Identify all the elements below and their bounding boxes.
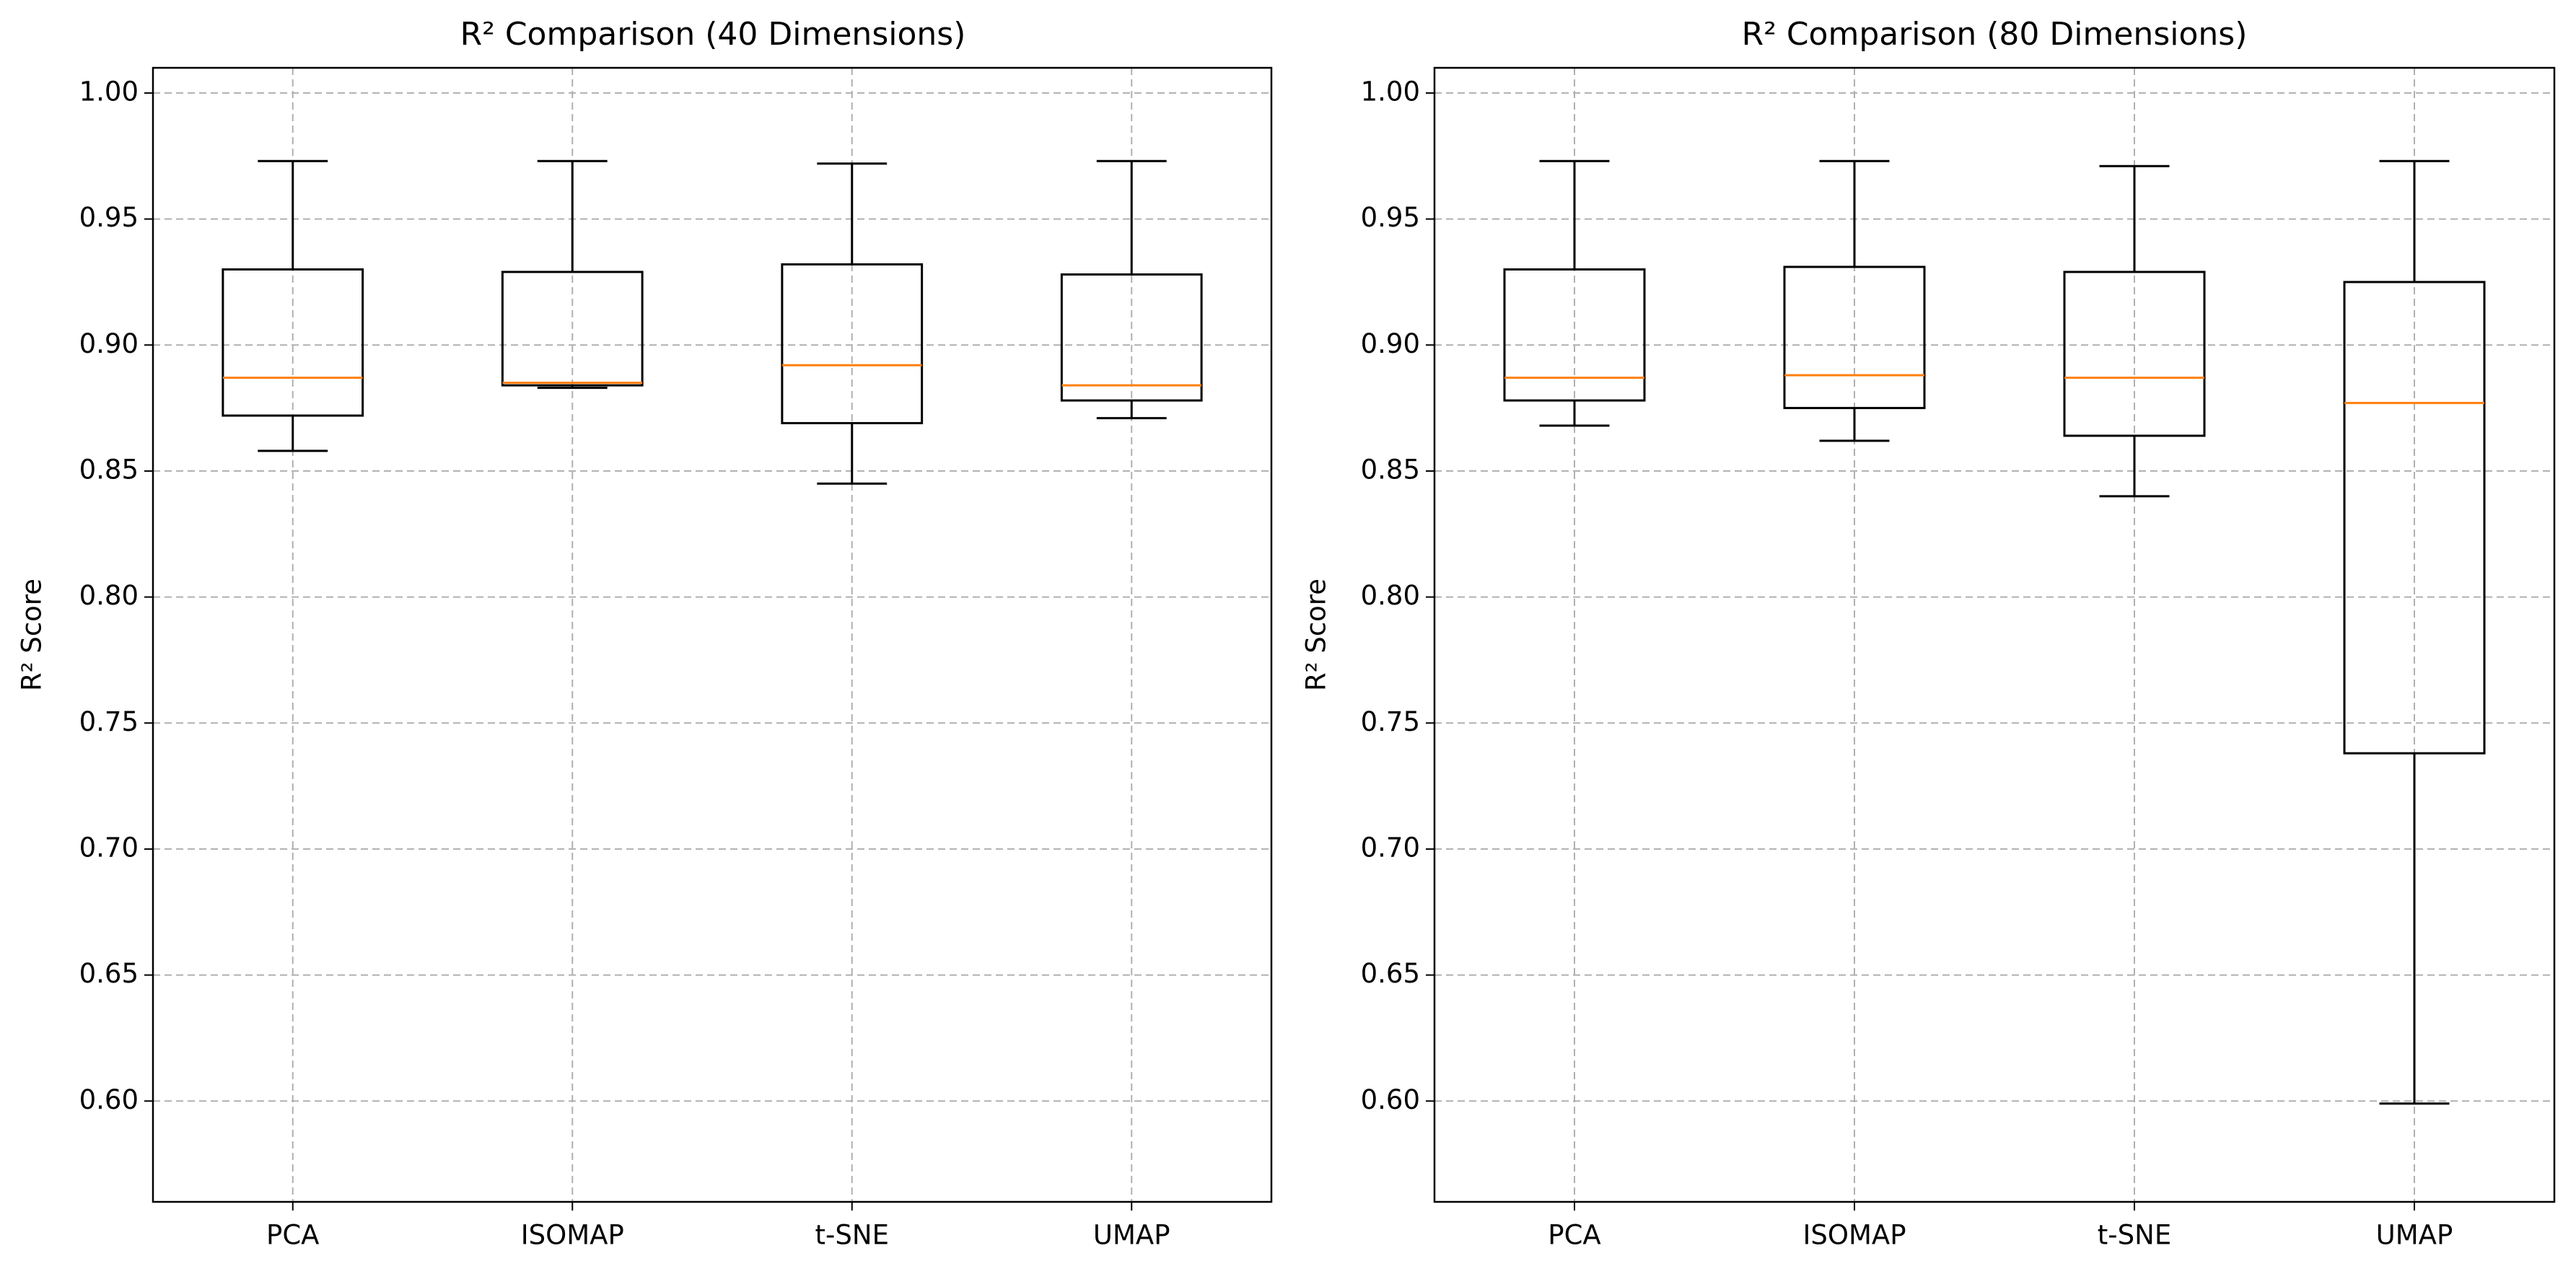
- y-tick-label: 0.80: [1361, 580, 1420, 611]
- x-tick-label: t-SNE: [815, 1220, 889, 1251]
- y-tick-label: 0.95: [79, 202, 139, 233]
- chart-title-right: R² Comparison (80 Dimensions): [1742, 16, 2248, 53]
- plot-frame: [152, 66, 1273, 1203]
- y-axis-label-left: R² Score: [17, 579, 48, 691]
- x-tick-label: PCA: [1548, 1220, 1600, 1251]
- x-tick-label: UMAP: [2376, 1220, 2453, 1251]
- chart-right: R² Comparison (80 Dimensions) R² Score 0…: [1301, 16, 2556, 1251]
- plot-frame: [1433, 66, 2556, 1203]
- y-tick-label: 0.90: [79, 328, 139, 359]
- box-iqr: [1060, 273, 1203, 402]
- box-iqr: [1503, 268, 1646, 402]
- chart-title-left: R² Comparison (40 Dimensions): [460, 16, 966, 53]
- y-tick-label: 0.85: [79, 454, 139, 485]
- x-tick-label: t-SNE: [2098, 1220, 2171, 1251]
- y-tick-label: 0.70: [79, 832, 139, 863]
- box-iqr: [781, 263, 924, 425]
- y-tick-label: 0.60: [79, 1084, 139, 1115]
- box-iqr: [2343, 281, 2486, 755]
- y-tick-label: 0.95: [1361, 202, 1420, 233]
- y-tick-label: 0.75: [79, 706, 139, 737]
- chart-left: R² Comparison (40 Dimensions) R² Score 0…: [17, 16, 1273, 1251]
- y-tick-label: 0.65: [1361, 958, 1420, 989]
- y-tick-label: 1.00: [1361, 76, 1420, 107]
- box-iqr: [501, 271, 644, 387]
- x-tick-label: UMAP: [1093, 1220, 1170, 1251]
- box-iqr: [1783, 265, 1926, 410]
- y-tick-label: 0.70: [1361, 832, 1420, 863]
- y-tick-label: 0.75: [1361, 706, 1420, 737]
- x-tick-label: PCA: [266, 1220, 319, 1251]
- y-tick-label: 1.00: [79, 76, 139, 107]
- x-tick-label: ISOMAP: [1802, 1220, 1906, 1251]
- y-tick-label: 0.85: [1361, 454, 1420, 485]
- y-tick-label: 0.80: [79, 580, 139, 611]
- y-tick-label: 0.90: [1361, 328, 1420, 359]
- y-tick-label: 0.60: [1361, 1084, 1420, 1115]
- y-axis-label-right: R² Score: [1301, 579, 1332, 691]
- box-iqr: [2063, 271, 2206, 437]
- x-tick-label: ISOMAP: [521, 1220, 624, 1251]
- box-iqr: [222, 268, 364, 417]
- y-tick-label: 0.65: [79, 958, 139, 989]
